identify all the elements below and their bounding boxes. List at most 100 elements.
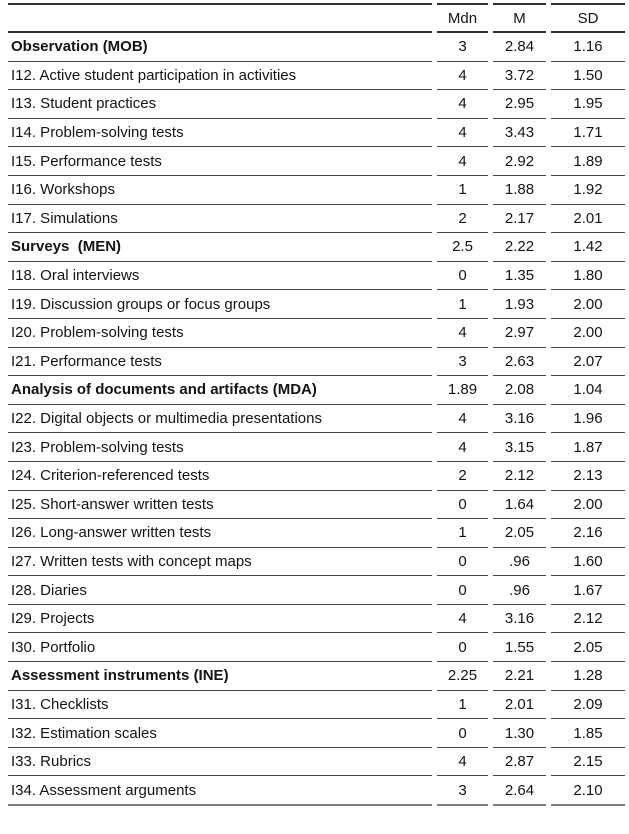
m-value-cell: 2.08 <box>493 376 546 405</box>
row-label-cell: I14. Problem-solving tests <box>8 119 432 148</box>
mdn-value-cell: 2 <box>437 462 488 491</box>
row-label-cell: I13. Student practices <box>8 90 432 119</box>
m-value-cell: 2.22 <box>493 233 546 262</box>
mdn-value-cell: 4 <box>437 605 488 634</box>
row-label-cell: I32. Estimation scales <box>8 719 432 748</box>
row-label-cell: I24. Criterion-referenced tests <box>8 462 432 491</box>
mdn-value-cell: 4 <box>437 319 488 348</box>
row-label-cell: I31. Checklists <box>8 691 432 720</box>
header-empty-cell <box>8 3 432 33</box>
mdn-value-cell: 0 <box>437 548 488 577</box>
row-label-cell: I16. Workshops <box>8 176 432 205</box>
row-label-cell: I12. Active student participation in act… <box>8 62 432 91</box>
header-m: M <box>493 3 546 33</box>
mdn-value-cell: 1 <box>437 176 488 205</box>
m-value-cell: 2.12 <box>493 462 546 491</box>
m-value-cell: 2.17 <box>493 205 546 234</box>
mdn-value-cell: 0 <box>437 719 488 748</box>
table-row: I20. Problem-solving tests 4 2.97 2.00 <box>8 319 625 348</box>
m-value-cell: 2.64 <box>493 776 546 807</box>
header-mdn: Mdn <box>437 3 488 33</box>
table-row: I28. Diaries 0.96 1.67 <box>8 576 625 605</box>
row-label-cell: I20. Problem-solving tests <box>8 319 432 348</box>
mdn-value-cell: 4 <box>437 748 488 777</box>
row-label-cell: I25. Short-answer written tests <box>8 491 432 520</box>
m-value-cell: 3.16 <box>493 605 546 634</box>
mdn-value-cell: 4 <box>437 405 488 434</box>
sd-value-cell: 2.16 <box>551 519 625 548</box>
mdn-value-cell: 1 <box>437 290 488 319</box>
sd-value-cell: 1.42 <box>551 233 625 262</box>
sd-value-cell: 1.16 <box>551 33 625 62</box>
m-value-cell: 1.35 <box>493 262 546 291</box>
header-row: Mdn M SD <box>8 3 625 33</box>
table-row: I34. Assessment arguments 3 2.64 2.10 <box>8 776 625 807</box>
m-value-cell: 2.01 <box>493 691 546 720</box>
table-row: I14. Problem-solving tests 4 3.43 1.71 <box>8 119 625 148</box>
mdn-value-cell: 4 <box>437 90 488 119</box>
m-value-cell: 1.30 <box>493 719 546 748</box>
m-value-cell: 2.87 <box>493 748 546 777</box>
m-value-cell: 3.72 <box>493 62 546 91</box>
sd-value-cell: 1.28 <box>551 662 625 691</box>
mdn-value-cell: 1 <box>437 519 488 548</box>
sd-value-cell: 1.92 <box>551 176 625 205</box>
row-label-cell: I28. Diaries <box>8 576 432 605</box>
row-label-cell: I17. Simulations <box>8 205 432 234</box>
m-value-cell: 1.55 <box>493 633 546 663</box>
table-row: I16. Workshops 1 1.88 1.92 <box>8 176 625 205</box>
table-row: I24. Criterion-referenced tests 2 2.12 2.13 <box>8 462 625 491</box>
m-value-cell: 3.15 <box>493 433 546 462</box>
mdn-value-cell: 4 <box>437 147 488 176</box>
mdn-value-cell: 2.25 <box>437 662 488 691</box>
m-value-cell: .96 <box>493 576 546 605</box>
table-row: I31. Checklists 1 2.01 2.09 <box>8 691 625 720</box>
section-row: Assessment instruments (INE) 2.25 2.21 1.28 <box>8 662 625 691</box>
section-row: Analysis of documents and artifacts (MDA… <box>8 376 625 405</box>
m-value-cell: 2.95 <box>493 90 546 119</box>
row-label-cell: Surveys (MEN) <box>8 233 432 262</box>
sd-value-cell: 1.04 <box>551 376 625 405</box>
table-row: I19. Discussion groups or focus groups 1 1… <box>8 290 625 319</box>
table-row: I17. Simulations 2 2.17 2.01 <box>8 205 625 234</box>
m-value-cell: 1.64 <box>493 491 546 520</box>
mdn-value-cell: 1.89 <box>437 376 488 405</box>
m-value-cell: 1.88 <box>493 176 546 205</box>
m-value-cell: 3.43 <box>493 119 546 148</box>
row-label-cell: Assessment instruments (INE) <box>8 662 432 691</box>
mdn-value-cell: 0 <box>437 491 488 520</box>
table-row: I27. Written tests with concept maps 0.96… <box>8 548 625 577</box>
row-label-cell: I22. Digital objects or multimedia prese… <box>8 405 432 434</box>
section-row: Surveys (MEN) 2.5 2.22 1.42 <box>8 233 625 262</box>
row-label-cell: I29. Projects <box>8 605 432 634</box>
table-row: I25. Short-answer written tests 0 1.64 2.00 <box>8 491 625 520</box>
m-value-cell: 2.92 <box>493 147 546 176</box>
table-row: I18. Oral interviews 0 1.35 1.80 <box>8 262 625 291</box>
statistics-table: Mdn M SD Observation (MOB) 3 2.84 1.16 I12. … <box>3 3 629 807</box>
sd-value-cell: 2.10 <box>551 776 625 807</box>
mdn-value-cell: 4 <box>437 433 488 462</box>
sd-value-cell: 2.05 <box>551 633 625 663</box>
mdn-value-cell: 1 <box>437 691 488 720</box>
row-label-cell: I26. Long-answer written tests <box>8 519 432 548</box>
sd-value-cell: 1.67 <box>551 576 625 605</box>
header-sd: SD <box>551 3 625 33</box>
row-label-cell: I30. Portfolio <box>8 633 432 663</box>
mdn-value-cell: 4 <box>437 119 488 148</box>
sd-value-cell: 1.95 <box>551 90 625 119</box>
row-label-cell: I19. Discussion groups or focus groups <box>8 290 432 319</box>
mdn-value-cell: 3 <box>437 776 488 807</box>
table-row: I15. Performance tests 4 2.92 1.89 <box>8 147 625 176</box>
m-value-cell: 2.21 <box>493 662 546 691</box>
m-value-cell: 2.97 <box>493 319 546 348</box>
m-value-cell: 2.05 <box>493 519 546 548</box>
table-row: I13. Student practices 4 2.95 1.95 <box>8 90 625 119</box>
sd-value-cell: 1.50 <box>551 62 625 91</box>
sd-value-cell: 2.15 <box>551 748 625 777</box>
sd-value-cell: 2.00 <box>551 290 625 319</box>
m-value-cell: .96 <box>493 548 546 577</box>
row-label-cell: Observation (MOB) <box>8 33 432 62</box>
section-row: Observation (MOB) 3 2.84 1.16 <box>8 33 625 62</box>
sd-value-cell: 1.85 <box>551 719 625 748</box>
row-label-cell: I21. Performance tests <box>8 348 432 377</box>
